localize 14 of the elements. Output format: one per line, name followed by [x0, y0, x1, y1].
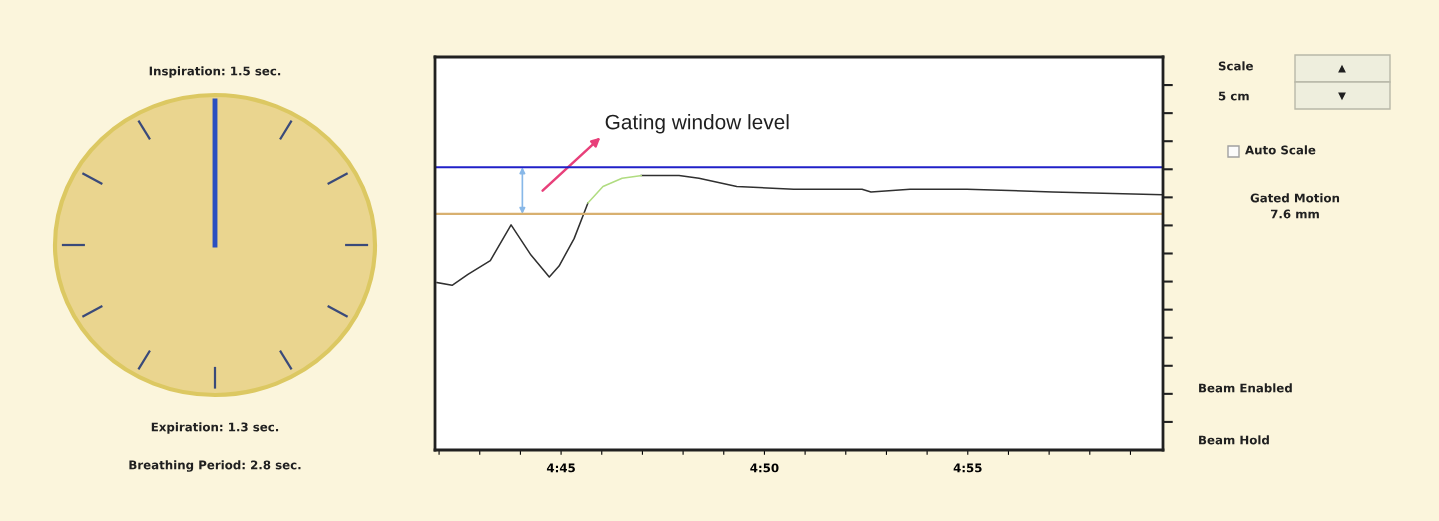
x-tick-label: 4:50 [750, 463, 779, 473]
text: Gated Motion [1250, 193, 1340, 203]
text: Beam Enabled [1199, 383, 1292, 393]
text: Breathing Period: 2.8 sec. [129, 460, 301, 472]
x-tick-label: 4:45 [546, 463, 575, 473]
x-tick-label: 4:55 [953, 463, 982, 473]
text: Expiration: 1.3 sec. [151, 422, 279, 434]
text: Beam Hold [1199, 435, 1269, 445]
text: Gating window level [605, 114, 789, 134]
text: Inspiration: 1.5 sec. [149, 66, 281, 78]
text: 7.6 mm [1270, 209, 1319, 219]
text: Auto Scale [1245, 145, 1316, 155]
text: 5 cm [1218, 91, 1249, 101]
text: Scale [1218, 61, 1253, 71]
